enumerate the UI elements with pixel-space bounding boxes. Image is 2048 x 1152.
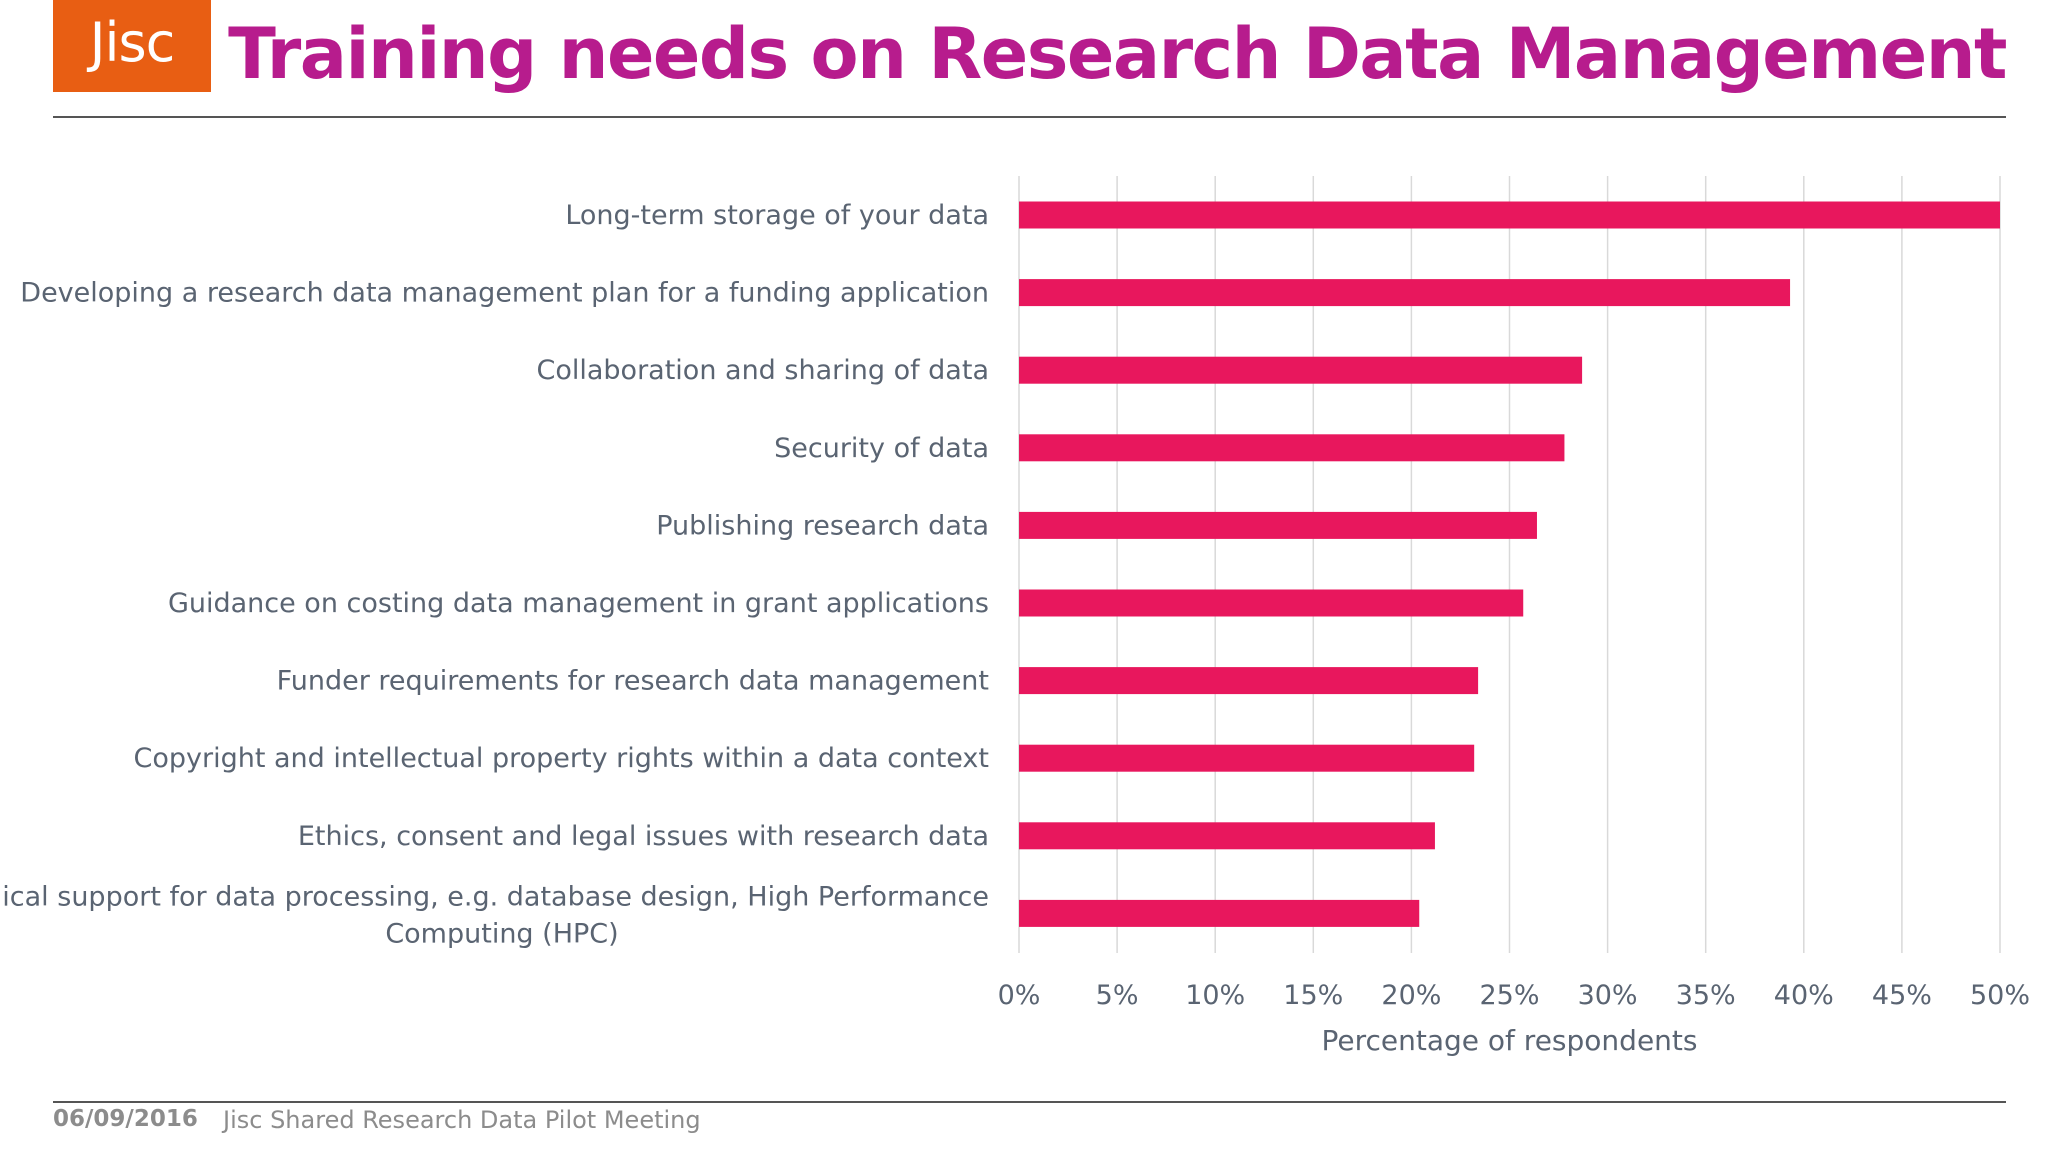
- category-label: Developing a research data management pl…: [20, 278, 989, 309]
- category-label: Copyright and intellectual property righ…: [133, 743, 989, 774]
- x-tick-label: 45%: [1872, 980, 1932, 1011]
- jisc-logo-text: Jisc: [89, 11, 176, 74]
- x-tick-label: 15%: [1283, 980, 1343, 1011]
- category-labels: Long-term storage of your data Developing…: [0, 200, 989, 949]
- bar: [1019, 822, 1435, 850]
- x-tick-label: 10%: [1185, 980, 1245, 1011]
- bar-chart: Long-term storage of your data Developing…: [0, 176, 2030, 1057]
- x-axis-ticks: 0% 5% 10% 15% 20% 25% 30% 35% 40% 45% 50%: [998, 980, 2030, 1011]
- jisc-logo: Jisc: [53, 0, 211, 92]
- category-label: Long-term storage of your data: [565, 200, 989, 231]
- bar: [1019, 279, 1791, 307]
- x-tick-label: 40%: [1774, 980, 1834, 1011]
- bar: [1019, 667, 1479, 695]
- x-tick-label: 5%: [1096, 980, 1139, 1011]
- footer-meeting-name: Jisc Shared Research Data Pilot Meeting: [223, 1106, 701, 1134]
- bar: [1019, 356, 1583, 384]
- footer-divider: [53, 1101, 2006, 1103]
- category-label: Publishing research data: [656, 510, 989, 541]
- footer-date: 06/09/2016: [53, 1106, 198, 1132]
- bar: [1019, 434, 1565, 462]
- bar: [1019, 201, 2000, 229]
- bars: [1019, 201, 2000, 927]
- category-label: Security of data: [774, 433, 989, 464]
- x-tick-label: 25%: [1479, 980, 1539, 1011]
- category-label: Ethics, consent and legal issues with re…: [298, 821, 989, 852]
- bar: [1019, 744, 1475, 772]
- bar: [1019, 899, 1420, 927]
- category-label: Technical support for data processing, e…: [0, 881, 989, 949]
- category-label: Funder requirements for research data ma…: [277, 666, 989, 697]
- x-tick-label: 0%: [998, 980, 1041, 1011]
- x-tick-label: 35%: [1676, 980, 1736, 1011]
- category-label: Guidance on costing data management in g…: [168, 588, 989, 619]
- bar: [1019, 511, 1537, 539]
- x-tick-label: 20%: [1381, 980, 1441, 1011]
- x-axis-title: Percentage of respondents: [1322, 1024, 1698, 1057]
- category-label: Collaboration and sharing of data: [537, 355, 990, 386]
- x-tick-label: 30%: [1578, 980, 1638, 1011]
- page-title: Training needs on Research Data Manageme…: [228, 13, 2007, 95]
- bar: [1019, 589, 1524, 617]
- header-divider: [53, 116, 2006, 118]
- x-tick-label: 50%: [1970, 980, 2030, 1011]
